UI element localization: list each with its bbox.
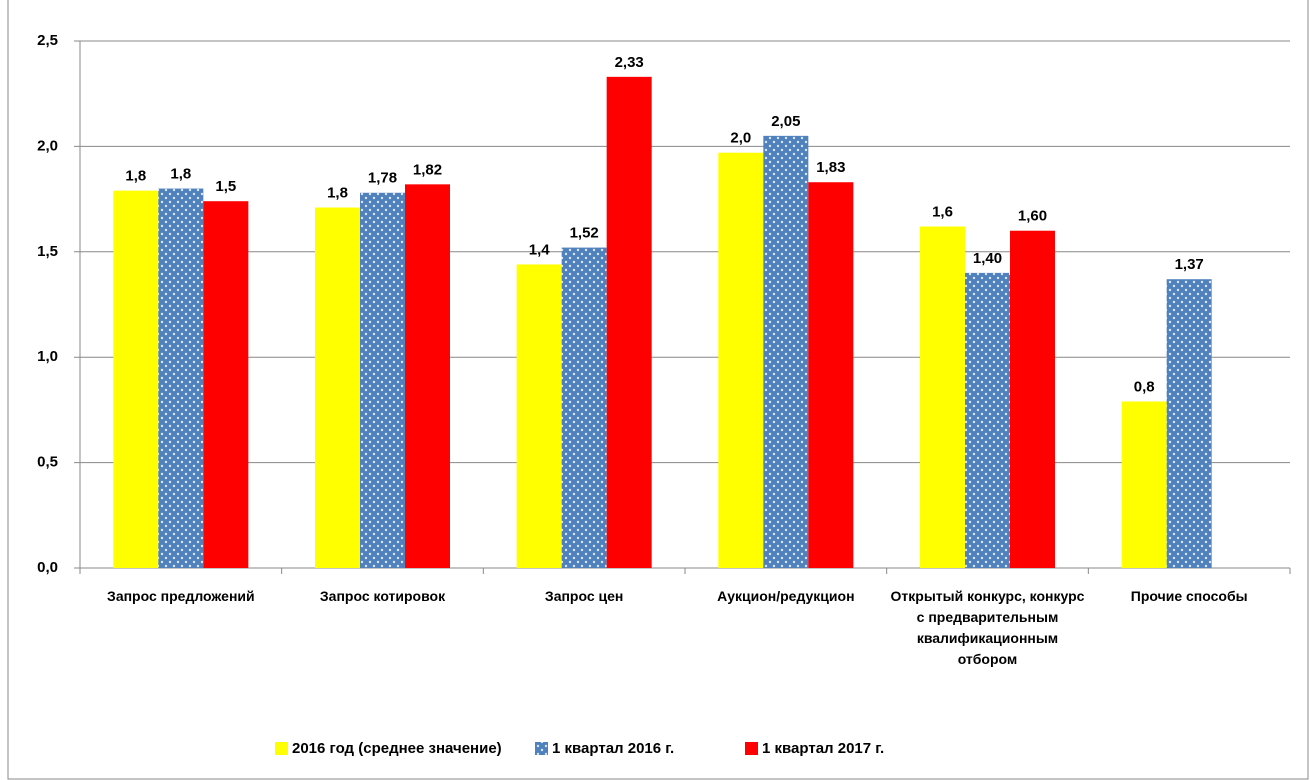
bar [1010,230,1055,568]
bar [405,184,450,568]
y-tick-label: 2,0 [37,137,58,154]
x-tick-label: Открытый конкурс, конкурс с предваритель… [890,588,1085,667]
data-label: 1,78 [368,170,397,187]
legend-swatch [745,742,758,755]
y-tick-label: 2,5 [37,32,58,49]
x-tick-label: Запрос котировок [319,588,446,604]
bar [718,152,764,568]
legend-label: 1 квартал 2017 г. [762,740,884,757]
data-label: 1,5 [215,178,236,195]
bar [360,192,405,568]
bar [315,207,360,569]
x-tick-label: Прочие способы [1130,588,1248,604]
y-tick-label: 1,0 [37,348,58,365]
x-tick-label: Запрос цен [544,588,624,604]
data-label: 1,83 [816,159,845,176]
data-label: 1,8 [327,185,348,202]
data-label: 1,82 [413,161,442,178]
data-label: 0,8 [1134,378,1155,395]
bar [1166,279,1212,568]
y-tick-label: 1,5 [37,243,58,260]
bar [1121,401,1167,568]
legend-label: 2016 год (среднее значение) [292,740,502,757]
bar [561,247,607,569]
data-label: 1,6 [932,203,953,220]
data-label: 1,40 [973,250,1002,267]
x-tick-label: Запрос предложений [107,588,255,604]
x-tick-label: Аукцион/редукцион [717,588,855,604]
bar [158,188,204,568]
bar [763,135,809,569]
data-label: 2,33 [615,54,644,71]
data-label: 2,0 [730,130,751,147]
legend-label: 1 квартал 2016 г. [552,740,674,757]
legend-swatch [275,742,288,755]
y-tick-label: 0,0 [37,559,58,576]
data-label: 1,8 [170,166,191,183]
data-label: 1,8 [125,168,146,185]
bar [203,201,249,568]
bar [516,264,562,568]
bar [965,272,1010,568]
frame [7,0,1309,780]
data-label: 1,52 [570,225,599,242]
data-label: 2,05 [771,113,800,130]
data-label: 1,60 [1018,208,1047,225]
bar [113,190,159,568]
y-tick-label: 0,5 [37,454,58,471]
bar [920,226,965,568]
data-label: 1,37 [1175,256,1204,273]
bar [606,76,652,568]
bar [808,182,854,568]
data-label: 1,4 [529,241,551,258]
legend-swatch [535,742,548,755]
